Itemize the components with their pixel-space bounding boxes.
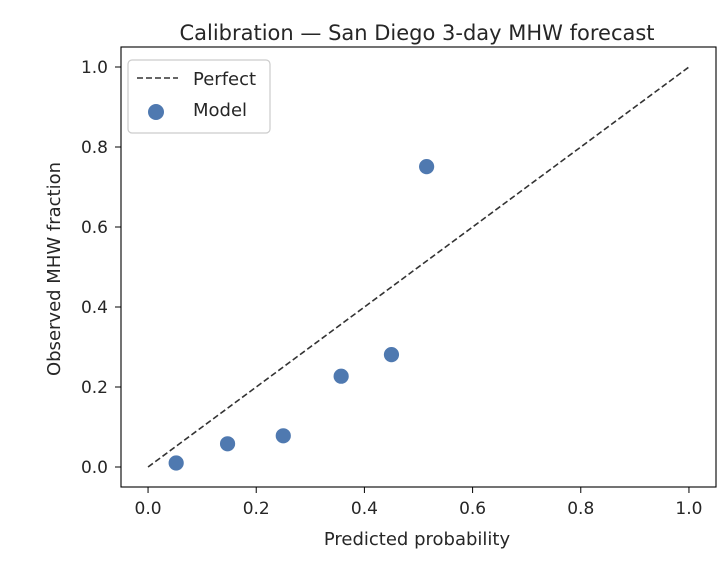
plot-area bbox=[120, 46, 717, 488]
y-tick-label: 0.4 bbox=[81, 298, 108, 318]
x-tick-label: 0.0 bbox=[135, 499, 162, 519]
y-axis-label: Observed MHW fraction bbox=[44, 162, 65, 376]
plot-frame bbox=[120, 46, 717, 488]
x-tick-label: 1.0 bbox=[675, 499, 702, 519]
model-point bbox=[219, 435, 236, 453]
legend-model-swatch bbox=[148, 104, 164, 120]
y-tick-label: 0.8 bbox=[81, 138, 108, 158]
x-axis: 0.0 0.2 0.4 0.6 0.8 1.0 bbox=[135, 487, 702, 519]
y-tick-label: 1.0 bbox=[81, 58, 108, 78]
model-point bbox=[383, 346, 400, 364]
x-tick-label: 0.6 bbox=[459, 499, 486, 519]
y-tick-label: 0.6 bbox=[81, 218, 108, 238]
model-point bbox=[418, 158, 436, 176]
x-tick-label: 0.2 bbox=[243, 499, 270, 519]
model-point bbox=[274, 427, 292, 445]
x-tick-label: 0.8 bbox=[567, 499, 594, 519]
model-point bbox=[167, 454, 185, 472]
model-point bbox=[332, 367, 350, 385]
chart-title: Calibration — San Diego 3-day MHW foreca… bbox=[179, 21, 654, 45]
legend-perfect-label: Perfect bbox=[193, 69, 256, 90]
x-tick-label: 0.4 bbox=[351, 499, 378, 519]
perfect-line bbox=[147, 66, 690, 468]
legend: Perfect Model bbox=[127, 59, 271, 134]
y-tick-label: 0.2 bbox=[81, 378, 108, 398]
y-axis: 0.0 0.2 0.4 0.6 0.8 1.0 bbox=[81, 58, 121, 478]
legend-model-label: Model bbox=[193, 100, 247, 121]
x-axis-label: Predicted probability bbox=[324, 529, 511, 550]
y-tick-label: 0.0 bbox=[81, 458, 108, 478]
